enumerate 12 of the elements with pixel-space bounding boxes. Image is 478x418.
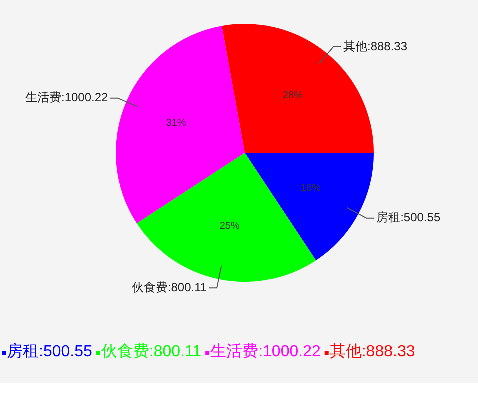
legend-label: 其他:888.33 bbox=[330, 342, 416, 360]
legend-label: 伙食费:800.11 bbox=[101, 342, 202, 360]
data-label: 28% bbox=[282, 90, 304, 102]
slice-label: 其他:888.33 bbox=[343, 39, 408, 54]
data-label: 16% bbox=[300, 183, 322, 194]
slice-label: 房租:500.55 bbox=[376, 210, 441, 225]
legend-label: 房租:500.55 bbox=[7, 342, 92, 360]
slice-label: 生活费:1000.22 bbox=[26, 90, 109, 105]
legend-label: 生活费:1000.22 bbox=[210, 342, 321, 360]
data-label: 31% bbox=[166, 118, 186, 130]
data-label: 25% bbox=[220, 221, 240, 232]
slice-label: 伙食费:800.11 bbox=[132, 280, 208, 294]
